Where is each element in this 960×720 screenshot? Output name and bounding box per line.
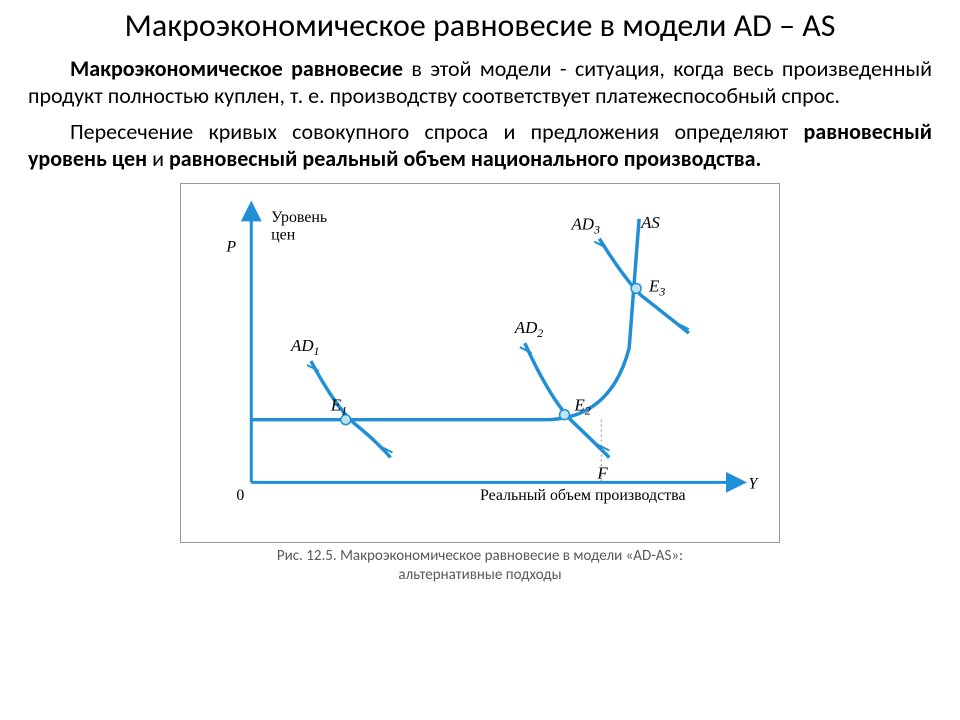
paragraph-1: Макроэкономическое равновесие в этой мод… bbox=[0, 49, 960, 112]
adas-chart: Уровень цен P 0 Реальный объем производс… bbox=[181, 184, 779, 542]
y-label-1: Уровень bbox=[271, 209, 327, 226]
para1-bold: Макроэкономическое равновесие bbox=[70, 55, 403, 82]
figure-caption: Рис. 12.5. Макроэкономическое равновесие… bbox=[0, 547, 960, 586]
label-e3: E3 bbox=[648, 276, 665, 298]
x-label: Реальный объем производства bbox=[480, 487, 686, 504]
point-e2 bbox=[560, 410, 570, 420]
label-ad3: AD3 bbox=[570, 215, 600, 237]
y-label-2: цен bbox=[271, 226, 296, 243]
point-e3 bbox=[631, 283, 641, 293]
ad2-curve bbox=[525, 343, 610, 457]
chart-container: Уровень цен P 0 Реальный объем производс… bbox=[180, 183, 780, 543]
label-e1: E1 bbox=[330, 396, 347, 418]
para2-pre: Пересечение кривых совокупного спроса и … bbox=[70, 118, 804, 145]
page-title: Макроэкономическое равновесие в модели A… bbox=[0, 0, 960, 49]
para2-bold2: равновесный реальный объем национального… bbox=[169, 145, 761, 172]
ad3-curve bbox=[599, 238, 689, 332]
caption-line2: альтернативные подходы bbox=[398, 566, 561, 584]
ad1-curve bbox=[311, 361, 391, 457]
label-e2: E2 bbox=[573, 396, 590, 418]
label-ad2: AD2 bbox=[514, 318, 544, 340]
paragraph-2: Пересечение кривых совокупного спроса и … bbox=[0, 112, 960, 175]
para2-mid: и bbox=[147, 145, 169, 172]
label-ad1: AD1 bbox=[290, 336, 319, 358]
as-curve bbox=[251, 219, 639, 420]
caption-line1: Рис. 12.5. Макроэкономическое равновесие… bbox=[277, 547, 683, 565]
x-label-y: Y bbox=[749, 475, 760, 492]
y-label-p: P bbox=[225, 238, 236, 255]
label-f: F bbox=[596, 463, 608, 482]
origin-label: 0 bbox=[236, 487, 244, 504]
label-as: AS bbox=[640, 213, 660, 232]
